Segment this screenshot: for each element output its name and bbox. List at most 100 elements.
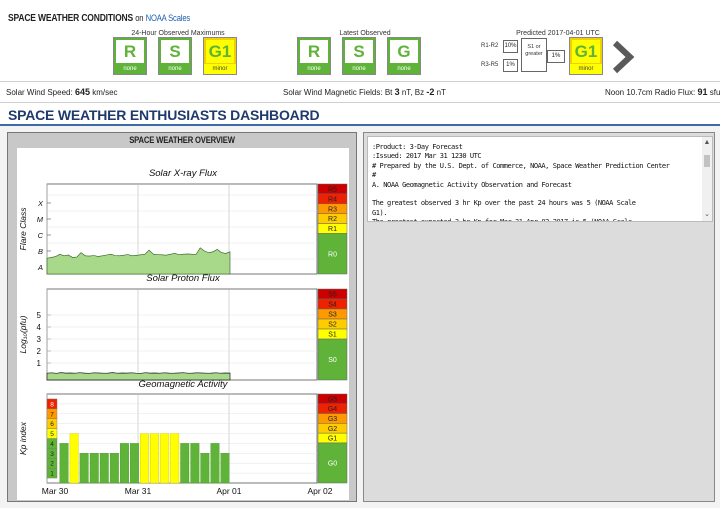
scrollbar-thumb[interactable]	[704, 155, 710, 167]
latest-s-scale[interactable]: S none	[342, 37, 376, 75]
xray-flux-area	[46, 247, 231, 275]
observed-max-r-scale[interactable]: R none	[113, 37, 147, 75]
y-tick-label: A	[37, 263, 43, 272]
r1r2-probability: 10%	[503, 40, 518, 53]
y-tick-label: X	[37, 199, 44, 208]
y-tick-label: 1	[37, 359, 42, 368]
flux-unit: sfu	[709, 88, 720, 97]
y-tick-label: 8	[50, 401, 54, 408]
kp-bar	[109, 453, 119, 484]
r1r2-label: R1-R2	[481, 43, 499, 49]
y-tick-label: B	[38, 247, 43, 256]
overview-chart-area: Solar X-ray Flux R5 R4 R3 R2 R1 R0 Flare Class S…	[17, 148, 349, 500]
kp-bar	[200, 453, 210, 484]
scale-letter: S	[343, 38, 375, 65]
kp-bar	[140, 433, 150, 484]
scale-label: G2	[328, 426, 337, 433]
scale-cell	[317, 233, 348, 275]
scale-label: G3	[328, 416, 337, 423]
forecast-scrollbar[interactable]: ▲ ⌄	[702, 137, 712, 221]
scale-word: minor	[204, 64, 236, 74]
y-tick-label: 5	[37, 311, 42, 320]
scale-label: S4	[328, 302, 337, 309]
kp-bar	[99, 453, 109, 484]
x-tick-label: Apr 02	[307, 486, 332, 496]
y-tick-label: 4	[37, 323, 42, 332]
y-tick-label: 2	[37, 347, 42, 356]
scale-word: none	[343, 64, 375, 74]
observed-max-s-scale[interactable]: S none	[158, 37, 192, 75]
scale-letter: S	[159, 38, 191, 65]
kp-bar	[59, 443, 69, 484]
kp-bar	[210, 443, 220, 484]
scroll-down-icon[interactable]: ⌄	[704, 211, 710, 218]
solar-wind-magnetic-fields: Solar Wind Magnetic Fields: Bt 3 nT, Bz …	[283, 83, 446, 102]
chevron-right-icon[interactable]	[611, 40, 635, 74]
scale-label: R5	[328, 186, 337, 193]
kp-bar	[89, 453, 99, 484]
y-tick-label: M	[37, 215, 44, 224]
latest-g-scale[interactable]: G none	[387, 37, 421, 75]
conditions-on-text: on	[135, 13, 144, 23]
kp-bar	[79, 453, 89, 484]
bt-value: 3	[394, 87, 400, 97]
x-tick-label: Mar 30	[42, 486, 69, 496]
kp-bar	[119, 443, 129, 484]
y-tick-label: 6	[50, 421, 54, 428]
scale-label: S5	[328, 292, 337, 299]
flux-value: 91	[697, 87, 708, 97]
scale-word: none	[114, 64, 146, 74]
latest-observed-label: Latest Observed	[339, 30, 391, 37]
x-axis-label: Universal Time	[155, 498, 212, 500]
y-axis-label: Flare Class	[18, 207, 28, 251]
proton-flux-area	[46, 372, 231, 381]
scale-letter: G	[388, 38, 420, 65]
scale-label: S0	[328, 357, 337, 364]
scroll-up-icon[interactable]: ▲	[703, 139, 711, 146]
scale-cell	[317, 338, 348, 381]
kp-bar	[69, 433, 79, 484]
scale-label: R4	[328, 196, 337, 203]
scale-word: minor	[570, 64, 602, 74]
kp-bar	[220, 453, 230, 484]
y-axis-label: Log₁₀(pfu)	[18, 315, 28, 353]
forecast-text-box[interactable]: :Product: 3-Day Forecast :Issued: 2017 M…	[367, 136, 713, 222]
predicted-g-scale[interactable]: G1 minor	[569, 37, 603, 75]
dashboard-rule	[0, 124, 720, 126]
chart-title-2: Solar Proton Flux	[146, 273, 221, 284]
s1-label-line1: S1 or	[527, 44, 541, 50]
scale-word: none	[298, 64, 330, 74]
y-tick-label: 5	[50, 431, 54, 438]
plot-frame	[46, 288, 318, 381]
overview-title: SPACE WEATHER OVERVIEW	[129, 135, 235, 145]
observed-max-g-scale[interactable]: G1 minor	[203, 37, 237, 75]
flux-label: Noon 10.7cm Radio Flux:	[605, 88, 696, 97]
bz-unit: nT	[436, 88, 446, 97]
kp-bar	[150, 433, 160, 484]
scale-cell	[317, 442, 348, 484]
y-tick-label: 3	[37, 335, 42, 344]
chart-title-3: Geomagnetic Activity	[139, 379, 229, 390]
kp-bar	[129, 443, 139, 484]
noaa-scales-link[interactable]: NOAA Scales	[145, 13, 191, 23]
scale-letter: G1	[204, 38, 236, 65]
forecast-panel: :Product: 3-Day Forecast :Issued: 2017 M…	[363, 132, 715, 502]
forecast-text: :Product: 3-Day Forecast :Issued: 2017 M…	[372, 143, 670, 221]
scale-label: R3	[328, 206, 337, 213]
kp-bar	[170, 433, 180, 484]
scale-label: G0	[328, 460, 337, 467]
latest-r-scale[interactable]: R none	[297, 37, 331, 75]
chart-title-1: Solar X-ray Flux	[149, 168, 218, 179]
speed-label: Solar Wind Speed:	[6, 88, 73, 97]
r3r5-label: R3-R5	[481, 62, 499, 68]
scale-letter: R	[298, 38, 330, 65]
bz-value: -2	[426, 87, 435, 97]
predicted-label: Predicted 2017-04-01 UTC	[516, 30, 600, 37]
scale-label: G5	[328, 396, 337, 403]
y-axis-label: Kp index	[18, 421, 28, 455]
space-weather-conditions-header: SPACE WEATHER CONDITIONS on NOAA Scales …	[0, 0, 720, 82]
kp-bar	[180, 443, 190, 484]
space-weather-overview-panel: SPACE WEATHER OVERVIEW Solar X-ray Flux R…	[7, 132, 357, 502]
scale-letter: G1	[570, 38, 602, 65]
speed-value: 645	[74, 87, 90, 97]
